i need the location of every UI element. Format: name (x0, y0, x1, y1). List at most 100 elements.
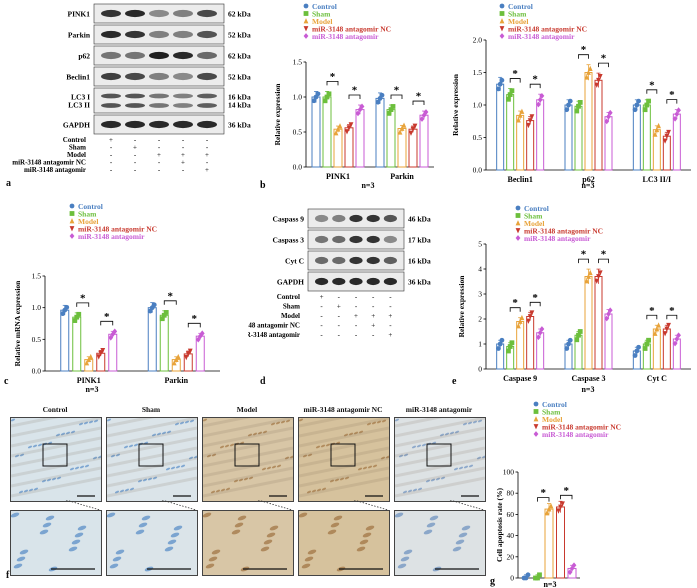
chart-c-pt-0-3-2 (100, 348, 106, 354)
chart-g-bar-0-3 (556, 506, 565, 579)
panel-a-sign-3-0: - (110, 159, 113, 167)
chart-bright-bar-1-2 (584, 72, 593, 171)
chart-g-bar-0-2 (544, 508, 554, 579)
tissue-fiber-1-2 (107, 426, 197, 448)
tissue-low-mag-svg-0 (11, 418, 101, 498)
tissue-cell-3-15 (325, 443, 331, 447)
chart-bright-pt-1-1-1 (576, 103, 581, 109)
chart-g-star-1: * (564, 485, 570, 497)
tissue-cell-2-19 (289, 455, 293, 459)
chart-e-pt-1-3-0 (594, 278, 600, 284)
chart-bright-pt-0-1-2 (509, 88, 515, 94)
chart-c-panel-letter: c (4, 376, 9, 387)
chart-bright-bracket-4 (646, 89, 658, 94)
chart-bright-pt-0-0-2 (499, 77, 505, 83)
chart-b-legend-label-1: Sham (312, 10, 331, 19)
chart-b-pt-1-2-1 (399, 125, 405, 131)
tissue-hcell-1-3 (109, 563, 119, 569)
chart-c-pt-0-4-0 (108, 334, 114, 341)
chart-b-legend-marker-2 (303, 18, 309, 24)
chart-c-bar-0-4 (108, 333, 118, 372)
zoom-connector-4 (449, 500, 485, 510)
chart-e-legend-label-2: Model (524, 219, 544, 228)
chart-bright-pt-2-1-0 (642, 107, 648, 113)
chart-c-star-3: * (192, 313, 198, 325)
chart-e-ytick-label-0: 0 (478, 365, 482, 374)
chart-bright-pt-0-3-0 (526, 122, 531, 129)
tissue-cell-2-14 (280, 420, 286, 424)
tissue-hcell-3-8 (362, 532, 372, 538)
chart-e-pt-0-1-0 (506, 348, 511, 354)
chart-c-star-1: * (104, 311, 110, 323)
chart-e-bracket-4 (646, 314, 658, 320)
chart-e-pt-1-0-2 (567, 337, 573, 343)
tissue-low-mag-4 (394, 417, 486, 502)
chart-e-pt-2-0-1 (634, 348, 640, 354)
tissue-cell-2-11 (257, 431, 263, 435)
tissue-cell-2-26 (284, 456, 290, 460)
tissue-cell-2-2 (276, 464, 282, 468)
chart-bright-pt-0-1-0 (506, 96, 511, 102)
tissue-hcell-2-4 (234, 522, 244, 528)
chart-b-pt-0-0-2 (315, 91, 321, 97)
panel-a-band-5-2-0 (149, 120, 169, 129)
chart-e-legend-marker-4 (515, 235, 521, 241)
chart-e-ylabel: Relative expression (457, 275, 466, 338)
tissue-cell-1-24 (114, 490, 120, 494)
chart-b-pt-1-0-2 (379, 92, 385, 98)
panel-a-sign-4-0: - (110, 166, 113, 174)
tissue-cell-1-25 (151, 433, 157, 437)
chart-bright-legend-marker-2 (499, 18, 505, 24)
chart-bright-bar-2-4 (672, 113, 681, 171)
panel-a-sign-0-2: - (158, 136, 161, 144)
panel-a-band-5-1-0 (125, 120, 145, 129)
chart-e-pt-2-3-2 (666, 322, 671, 329)
chart-c-bracket-1 (100, 320, 114, 326)
tissue-cell-3-14 (376, 420, 382, 424)
tissue-cell-4-21 (467, 421, 473, 425)
panel-a-band-4-4-1 (197, 103, 217, 108)
chart-e-legend-label-3: miR-3148 antagomir NC (524, 227, 603, 236)
panel-d-band-0-2-0 (349, 214, 363, 223)
tissue-cell-2-5 (211, 453, 217, 457)
panel-a-sign-0-0: + (109, 136, 113, 144)
tissue-fiber-3-0 (299, 418, 347, 428)
tissue-cell-1-19 (193, 455, 197, 459)
chart-b-pt-0-2-2 (337, 123, 343, 129)
chart-e-xlabel-0: Caspase 9 (503, 374, 537, 383)
chart-c-pt-0-1-2 (76, 311, 82, 317)
tissue-hcell-0-11 (77, 525, 87, 531)
chart-b-legend-label-2: Model (312, 17, 332, 26)
chart-bright-legend-marker-3 (499, 26, 505, 32)
tissue-cell-4-7 (477, 419, 483, 423)
tissue-fiber-3-7 (299, 476, 389, 498)
tissue-hcell-3-0 (299, 512, 308, 518)
chart-b-bracket-3 (412, 100, 425, 106)
panel-a-row-label-1: Sham (69, 144, 86, 152)
chart-c-ytick-label-2: 1.0 (32, 303, 42, 312)
panel-d-sign-2-0: - (320, 312, 323, 320)
chart-c-legend-marker-2 (69, 218, 75, 224)
connector-line-2 (257, 500, 293, 510)
tissue-hcell-0-6 (16, 556, 26, 562)
panel-d-band-1-0-0 (315, 235, 329, 244)
tissue-cell-1-18 (156, 432, 162, 436)
chart-bright-pt-2-1-1 (644, 102, 650, 108)
connector-line-0 (65, 500, 101, 510)
chart-b-legend-marker-3 (303, 26, 309, 32)
tissue-cell-3-6 (344, 476, 350, 480)
chart-bright-pt-0-0-0 (496, 86, 501, 92)
tissue-hcell-4-7 (429, 515, 439, 521)
chart-b-legend-marker-0 (303, 3, 309, 9)
tissue-low-mag-svg-3 (299, 418, 389, 498)
chart-bright-pt-2-0-2 (636, 98, 641, 104)
chart-b-pt-1-2-0 (397, 129, 403, 135)
chart-e-pt-0-4-0 (536, 334, 541, 341)
panel-a-western-blot: PINK1 62 kDa Parkin 52 kDa p62 62 kDa Beclin1 5… (0, 0, 260, 190)
chart-e-pt-1-2-1 (586, 273, 591, 279)
tissue-cell-2-6 (248, 476, 254, 480)
tissue-cell-2-24 (210, 490, 216, 494)
chart-b-bar-0-3 (344, 127, 354, 168)
chart-b-pt-1-0-0 (375, 99, 381, 105)
tissue-fiber-2-1 (203, 418, 293, 438)
